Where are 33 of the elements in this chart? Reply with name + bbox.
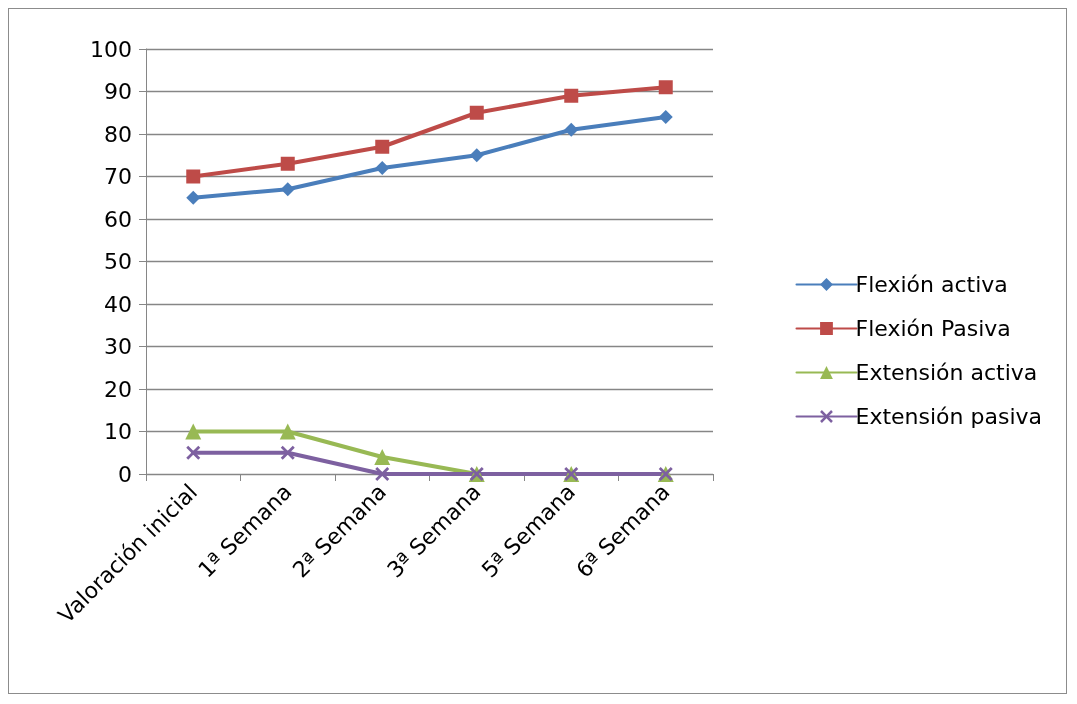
y-tick-label: 90 — [104, 79, 132, 104]
point — [564, 88, 579, 103]
point — [469, 105, 484, 120]
y-tick-label: 30 — [104, 334, 132, 359]
point — [564, 122, 579, 137]
y-tick-label: 0 — [118, 461, 132, 487]
point — [186, 190, 201, 205]
y-tick-label: 10 — [104, 419, 132, 444]
legend-label: Flexión activa — [855, 272, 1008, 297]
point — [280, 156, 295, 171]
y-tick-label: 100 — [90, 36, 132, 62]
point — [186, 169, 201, 184]
point — [469, 148, 484, 163]
point — [375, 161, 390, 175]
point — [279, 423, 296, 440]
point — [186, 445, 201, 460]
y-tick-label: 80 — [104, 121, 132, 147]
point — [375, 467, 390, 481]
legend-label: Flexión Pasiva — [855, 316, 1011, 341]
point — [280, 182, 295, 197]
point — [185, 423, 202, 440]
y-tick-label: 60 — [104, 206, 132, 232]
point — [280, 445, 295, 460]
point — [658, 80, 673, 95]
point — [658, 110, 673, 124]
y-tick-label: 50 — [104, 249, 132, 274]
y-tick-label: 40 — [104, 291, 132, 317]
point — [375, 139, 390, 154]
legend-label: Extensión pasiva — [855, 404, 1043, 429]
y-tick-label: 20 — [104, 376, 132, 402]
point — [374, 449, 391, 465]
legend-label: Extensión activa — [855, 360, 1038, 385]
y-tick-label: 70 — [104, 164, 132, 189]
